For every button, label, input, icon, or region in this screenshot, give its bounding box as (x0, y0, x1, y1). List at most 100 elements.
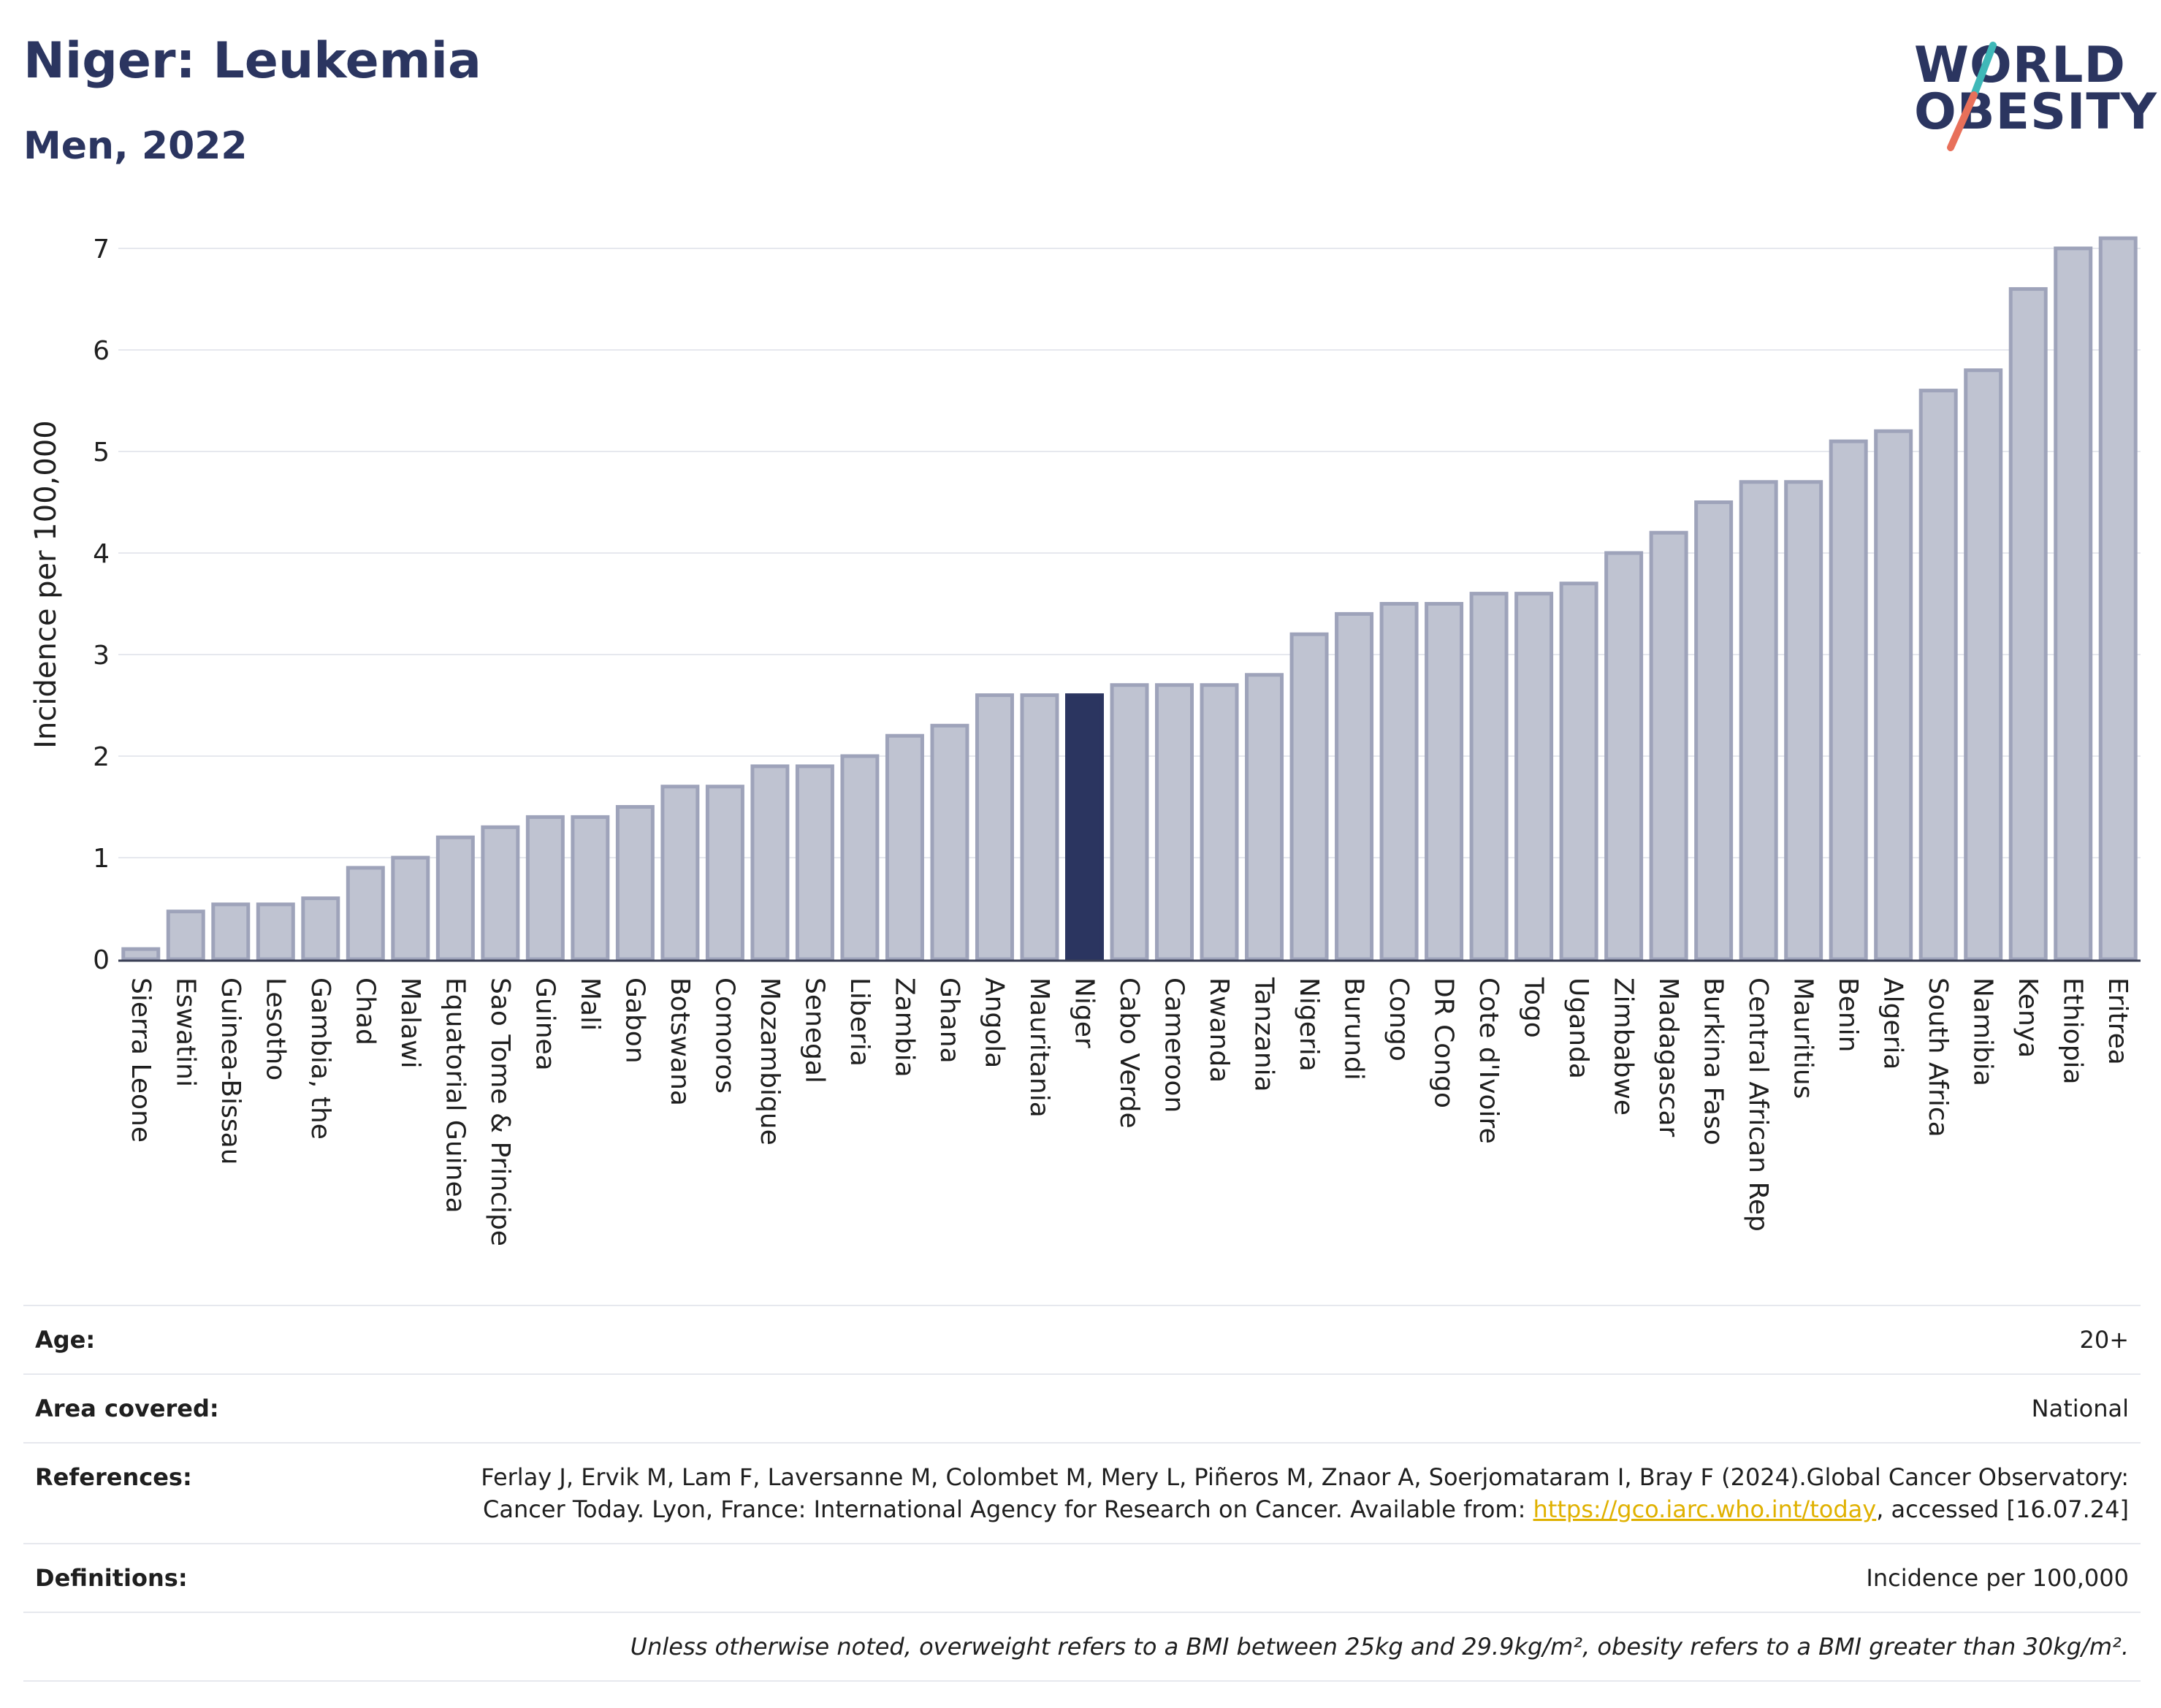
bar-ghana (930, 723, 969, 961)
references-label: References: (35, 1463, 192, 1491)
bar-kenya (2008, 287, 2048, 961)
bar-madagascar (1649, 530, 1688, 961)
x-tick-labels: Sierra Leone Eswatini Guinea-Bissau Lesotho… (126, 977, 2133, 1246)
x-tick-label: Eswatini (170, 977, 200, 1087)
x-tick-label: Guinea (530, 977, 560, 1071)
x-tick-label: Madagascar (1653, 977, 1683, 1137)
y-tick-label: 2 (93, 742, 110, 772)
x-tick-label: Ethiopia (2058, 977, 2088, 1085)
bar-angola (975, 693, 1014, 961)
age-label: Age: (35, 1326, 96, 1354)
x-tick-label: Zimbabwe (1609, 977, 1639, 1116)
y-tick-labels: 0 1 2 3 4 5 6 7 (93, 235, 110, 975)
info-row-area: Area covered: National (23, 1373, 2141, 1442)
bar-chad (346, 866, 385, 961)
y-tick-label: 3 (93, 641, 110, 671)
bar-senegal (795, 764, 834, 961)
bar-mozambique (750, 764, 790, 961)
x-tick-label: Burkina Faso (1699, 977, 1729, 1145)
bar-dr-congo (1425, 602, 1464, 961)
bar-eswatini (166, 910, 205, 961)
bar-comoros (705, 785, 744, 961)
x-tick-label: Rwanda (1204, 977, 1234, 1083)
definitions-label: Definitions: (35, 1564, 188, 1592)
chart-subtitle: Men, 2022 (23, 124, 248, 168)
bar-sierra-leone (121, 947, 161, 961)
x-tick-label: Guinea-Bissau (216, 977, 245, 1165)
info-row-note: Unless otherwise noted, overweight refer… (23, 1612, 2141, 1682)
bar-burkina-faso (1694, 500, 1734, 961)
bar-mauritius (1784, 480, 1823, 961)
definitions-value: Incidence per 100,000 (1866, 1564, 2129, 1592)
bar-guinea-bissau (211, 902, 251, 961)
x-tick-label: DR Congo (1429, 977, 1459, 1108)
x-tick-label: Kenya (2013, 977, 2043, 1058)
bar-cameroon (1155, 683, 1194, 961)
x-tick-label: Mauritius (1788, 977, 1818, 1099)
bar-mali (571, 815, 610, 961)
x-tick-label: Central African Rep (1743, 977, 1773, 1232)
bar-mauritania (1020, 693, 1059, 961)
x-tick-label: Equatorial Guinea (440, 977, 470, 1213)
x-tick-label: Mozambique (755, 977, 785, 1145)
bar-lesotho (256, 902, 295, 961)
y-tick-label: 5 (93, 438, 110, 468)
x-tick-label: Gambia, the (305, 977, 335, 1140)
y-tick-label: 1 (93, 844, 110, 874)
bar-botswana (660, 785, 700, 961)
bar-uganda (1559, 582, 1598, 961)
info-table: Age: 20+ Area covered: National Referenc… (23, 1305, 2141, 1682)
y-tick-label: 7 (93, 235, 110, 264)
bar-gambia-the (301, 896, 340, 961)
world-obesity-logo: WORLD OBESITY (1907, 37, 2157, 155)
x-tick-label: Algeria (1878, 977, 1908, 1070)
y-tick-label: 0 (93, 945, 110, 975)
x-tick-label: Sao Tome & Principe (485, 977, 515, 1246)
x-tick-label: Chad (350, 977, 380, 1045)
info-row-definitions: Definitions: Incidence per 100,000 (23, 1543, 2141, 1612)
x-tick-label: Mauritania (1024, 977, 1054, 1118)
logo-slash-icon (1947, 42, 1997, 151)
area-label: Area covered: (35, 1395, 219, 1422)
bmi-note: Unless otherwise noted, overweight refer… (630, 1633, 2129, 1661)
x-tick-label: Benin (1833, 977, 1863, 1052)
y-tick-label: 6 (93, 336, 110, 366)
y-axis-label: Incidence per 100,000 (29, 420, 63, 749)
x-tick-label: Uganda (1563, 977, 1593, 1079)
logo-line-1: WORLD (1914, 37, 2126, 94)
bar-togo (1514, 592, 1554, 961)
references-link[interactable]: https://gco.iarc.who.int/today (1533, 1495, 1877, 1523)
bar-central-african-rep (1739, 480, 1778, 961)
references-text-1: Ferlay J, Ervik M, Lam F, Laversanne M, … (481, 1463, 2129, 1523)
x-tick-label: Lesotho (260, 977, 290, 1080)
x-tick-label: Angola (979, 977, 1009, 1068)
age-value: 20+ (2079, 1326, 2129, 1354)
bars (121, 236, 2138, 961)
x-tick-label: Senegal (799, 977, 829, 1083)
bar-algeria (1874, 429, 1913, 961)
references-value: Ferlay J, Ervik M, Lam F, Laversanne M, … (449, 1461, 2129, 1525)
bar-ethiopia (2054, 246, 2093, 961)
chart-title: Niger: Leukemia (23, 32, 481, 90)
x-tick-label: Sierra Leone (126, 977, 156, 1143)
x-tick-label: Mali (575, 977, 605, 1031)
bar-liberia (840, 754, 880, 961)
x-tick-label: Cote d'Ivoire (1474, 977, 1503, 1144)
bar-equatorial-guinea (435, 835, 475, 961)
bar-guinea (525, 815, 565, 961)
x-tick-label: Cameroon (1159, 977, 1189, 1113)
x-tick-label: Congo (1384, 977, 1414, 1061)
info-row-age: Age: 20+ (23, 1305, 2141, 1373)
bar-burundi (1335, 611, 1374, 961)
bar-zimbabwe (1604, 551, 1644, 961)
x-tick-label: Liberia (845, 977, 874, 1067)
x-tick-label: Burundi (1339, 977, 1369, 1080)
bar-zambia (885, 733, 924, 961)
x-tick-label: Zambia (889, 977, 919, 1078)
bar-south-africa (1918, 389, 1958, 961)
bar-rwanda (1200, 683, 1239, 961)
bar-benin (1829, 439, 1868, 961)
x-tick-label: Niger (1069, 977, 1099, 1048)
bar-nigeria (1289, 632, 1329, 961)
bar-congo (1379, 602, 1419, 961)
